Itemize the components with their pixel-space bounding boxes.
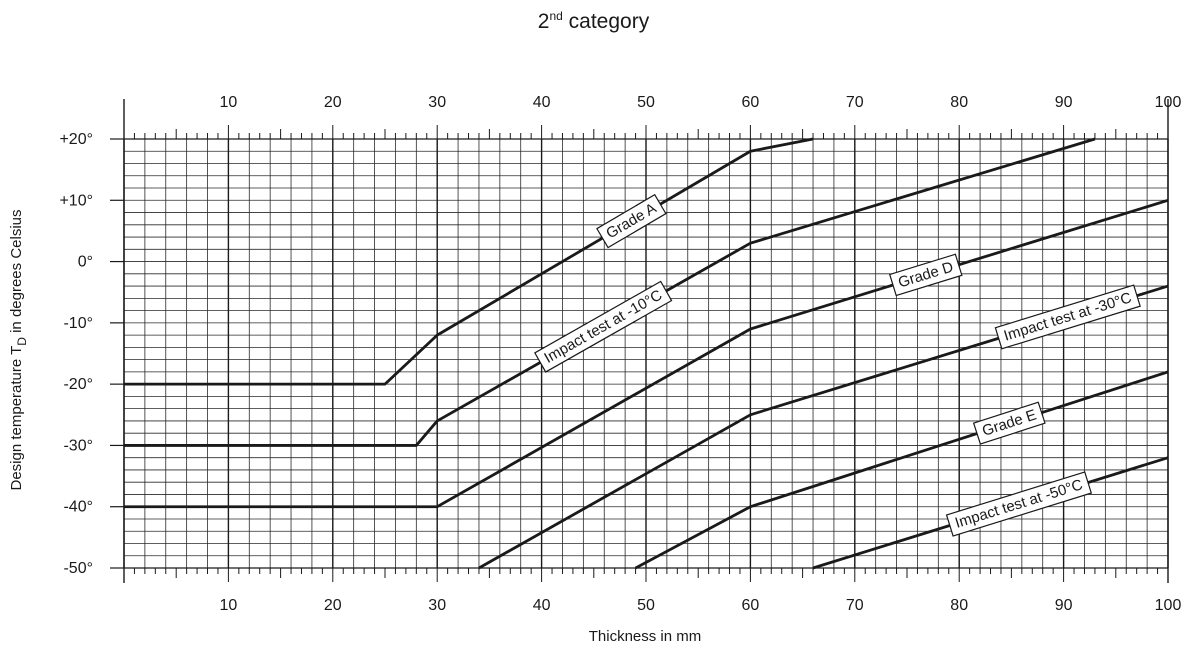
curve-label: Impact test at -50°C: [945, 471, 1093, 537]
series-line: [124, 198, 1169, 509]
curve-label-box: [972, 401, 1046, 445]
curve-label: Grade A: [596, 193, 667, 249]
bottom-tick-labels: 10 20 30 40 50 60 70 80 90 100: [220, 597, 1182, 614]
x-tick-label-bottom: 50: [637, 597, 655, 614]
curve-label: Impact test at -30°C: [994, 284, 1141, 350]
x-tick-label-top: 20: [324, 94, 342, 111]
y-tick-label: -40°: [63, 499, 93, 516]
y-tick-label: -10°: [63, 315, 93, 332]
x-tick-label-bottom: 10: [220, 597, 238, 614]
x-axis-title: Thickness in mm: [589, 628, 702, 645]
x-tick-label-top: 70: [846, 94, 864, 111]
x-tick-label-top: 40: [533, 94, 551, 111]
x-tick-label-bottom: 90: [1055, 597, 1073, 614]
curve-label: Grade E: [972, 401, 1046, 445]
x-tick-label-top: 30: [428, 94, 446, 111]
y-tick-label: -20°: [63, 376, 93, 393]
top-tick-labels: 10 20 30 40 50 60 70 80 90 100: [220, 94, 1182, 111]
axes: [110, 99, 1169, 583]
curve-label-box: [945, 471, 1093, 537]
x-tick-label-top: 50: [637, 94, 655, 111]
left-tick-labels: +20° +10° 0° -10° -20° -30° -40° -50°: [59, 131, 93, 577]
y-tick-label: -50°: [63, 560, 93, 577]
x-tick-label-bottom: 60: [742, 597, 760, 614]
curve-label: Grade D: [888, 253, 963, 297]
x-tick-label-bottom: 30: [428, 597, 446, 614]
y-tick-label: +10°: [59, 192, 93, 209]
x-tick-label-bottom: 20: [324, 597, 342, 614]
curve-label: Impact test at -10°C: [534, 280, 673, 373]
curve-label-box: [994, 284, 1141, 350]
chart-title: 2nd category: [537, 9, 650, 33]
curve-label-box: [534, 280, 673, 373]
y-tick-label: -30°: [63, 437, 93, 454]
curve-label-box: [596, 193, 667, 249]
x-tick-label-bottom: 100: [1155, 597, 1182, 614]
y-axis-title: Design temperature TD in degrees Celsius: [8, 209, 29, 490]
y-tick-label: +20°: [59, 131, 93, 148]
x-tick-label-bottom: 40: [533, 597, 551, 614]
x-tick-label-top: 80: [950, 94, 968, 111]
x-tick-label-top: 60: [742, 94, 760, 111]
series-line: [124, 137, 814, 386]
x-tick-label-top: 100: [1155, 94, 1182, 111]
y-tick-label: 0°: [78, 254, 93, 271]
curve-label-box: [888, 253, 963, 297]
x-tick-label-top: 10: [220, 94, 238, 111]
series-line: [124, 137, 1096, 447]
x-tick-label-bottom: 70: [846, 597, 864, 614]
curve-label-text: Impact test at -50°C: [953, 476, 1085, 532]
x-tick-label-bottom: 80: [950, 597, 968, 614]
x-tick-label-top: 90: [1055, 94, 1073, 111]
